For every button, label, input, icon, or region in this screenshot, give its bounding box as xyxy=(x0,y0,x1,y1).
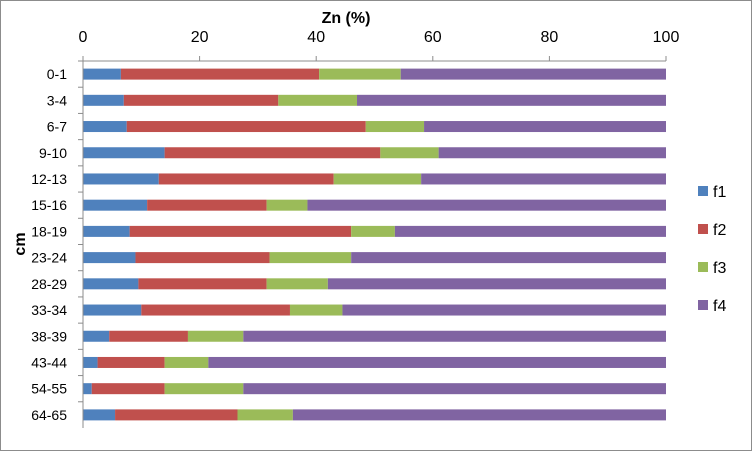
bar-f4 xyxy=(438,147,666,159)
y-category-label: 38-39 xyxy=(31,328,67,344)
y-category-label: 18-19 xyxy=(31,223,67,239)
bar-f2 xyxy=(115,409,238,421)
legend-label-f3: f3 xyxy=(713,260,726,277)
bar-f2 xyxy=(123,94,279,106)
bar-f2 xyxy=(138,278,267,290)
y-category-label: 54-55 xyxy=(31,381,67,397)
bar-f4 xyxy=(243,383,666,395)
x-tick-label: 60 xyxy=(424,29,442,46)
x-axis-title: Zn (%) xyxy=(322,10,371,27)
bar-f2 xyxy=(109,330,188,342)
bar-f2 xyxy=(97,356,165,368)
bar-f2 xyxy=(158,173,334,185)
bar-f4 xyxy=(424,121,666,133)
bar-f3 xyxy=(289,304,343,316)
bar-f1 xyxy=(83,409,116,421)
bar-f3 xyxy=(164,356,209,368)
bar-f1 xyxy=(83,252,136,264)
bar-f3 xyxy=(278,94,358,106)
x-tick-label: 100 xyxy=(653,29,680,46)
bar-f4 xyxy=(351,252,666,264)
bar-f2 xyxy=(141,304,290,316)
bar-f4 xyxy=(208,356,666,368)
bar-f3 xyxy=(380,147,439,159)
bar-f2 xyxy=(126,121,366,133)
bar-f2 xyxy=(91,383,165,395)
bar-f1 xyxy=(83,330,110,342)
bar-f1 xyxy=(83,94,124,106)
y-category-label: 64-65 xyxy=(31,407,67,423)
y-category-label: 6-7 xyxy=(47,119,67,135)
y-category-label: 3-4 xyxy=(47,92,67,108)
y-category-label: 12-13 xyxy=(31,171,67,187)
bar-f1 xyxy=(83,147,165,159)
bar-f1 xyxy=(83,173,159,185)
y-category-label: 9-10 xyxy=(39,145,67,161)
bar-f3 xyxy=(319,68,401,80)
x-tick-label: 20 xyxy=(191,29,209,46)
bar-f1 xyxy=(83,199,148,211)
bar-f4 xyxy=(292,409,666,421)
bar-f2 xyxy=(147,199,267,211)
bar-f3 xyxy=(333,173,422,185)
bar-f1 xyxy=(83,225,130,237)
y-category-label: 33-34 xyxy=(31,302,67,318)
x-tick-label: 0 xyxy=(79,29,88,46)
legend-swatch-f1 xyxy=(698,186,708,196)
y-category-label: 0-1 xyxy=(47,66,67,82)
legend-swatch-f2 xyxy=(698,224,708,234)
bar-f2 xyxy=(120,68,320,80)
bar-f4 xyxy=(342,304,666,316)
bar-f1 xyxy=(83,304,142,316)
bar-f2 xyxy=(129,225,352,237)
x-tick-label: 80 xyxy=(541,29,559,46)
legend-swatch-f3 xyxy=(698,262,708,272)
legend-label-f4: f4 xyxy=(713,298,726,315)
bar-f3 xyxy=(266,199,308,211)
x-tick-label: 40 xyxy=(307,29,325,46)
bar-f3 xyxy=(187,330,244,342)
bar-f1 xyxy=(83,68,121,80)
bar-f4 xyxy=(243,330,666,342)
bar-f3 xyxy=(164,383,244,395)
y-axis-title: cm xyxy=(12,232,29,255)
legend-label-f2: f2 xyxy=(713,222,726,239)
y-category-label: 15-16 xyxy=(31,197,67,213)
bar-f3 xyxy=(351,225,395,237)
y-category-label: 43-44 xyxy=(31,354,67,370)
bar-f4 xyxy=(421,173,666,185)
y-category-label: 28-29 xyxy=(31,276,67,292)
bar-f3 xyxy=(269,252,352,264)
bar-f1 xyxy=(83,356,98,368)
bar-f4 xyxy=(394,225,666,237)
bar-f2 xyxy=(135,252,270,264)
y-category-label: 23-24 xyxy=(31,250,67,266)
plot-area: 0 20 40 60 80 100 0-1 3-4 6-7 9-10 12-13 15-16 18-19… xyxy=(31,29,679,428)
bar-f2 xyxy=(164,147,381,159)
legend-swatch-f4 xyxy=(698,300,708,310)
legend-label-f1: f1 xyxy=(713,184,726,201)
bar-f4 xyxy=(357,94,666,106)
bar-f1 xyxy=(83,121,127,133)
bar-f1 xyxy=(83,383,92,395)
legend: f1 f2 f3 f4 xyxy=(698,184,726,315)
bar-f4 xyxy=(327,278,666,290)
bar-f3 xyxy=(365,121,425,133)
bar-f3 xyxy=(237,409,293,421)
bar-f1 xyxy=(83,278,139,290)
bar-f3 xyxy=(266,278,328,290)
bar-f4 xyxy=(307,199,666,211)
bar-f4 xyxy=(400,68,666,80)
